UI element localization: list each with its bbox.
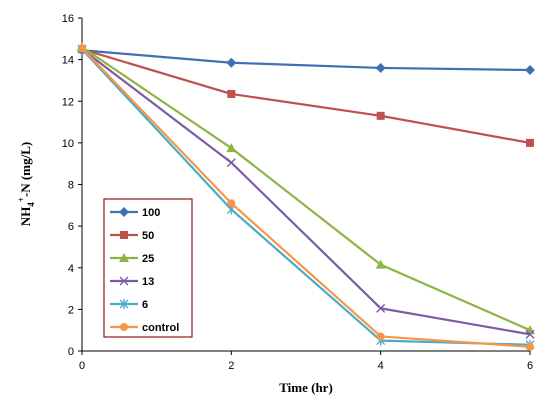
series-line: [81, 47, 531, 348]
legend-marker: [119, 299, 129, 309]
legend-item: 6: [110, 299, 148, 311]
data-point: [376, 111, 385, 120]
y-axis-ticks: 0 2 4 6 8 10 12 14 16: [62, 13, 82, 358]
legend-label: 25: [142, 253, 154, 265]
legend-item: 50: [110, 230, 154, 242]
series-100: [77, 45, 535, 76]
data-point: [525, 65, 535, 76]
y-tick-label: 8: [68, 180, 74, 192]
y-tick-label: 16: [62, 13, 74, 25]
y-axis-title-sub: 4: [26, 202, 36, 207]
data-point: [376, 303, 386, 313]
data-point: [227, 199, 236, 208]
series-line: [81, 46, 531, 332]
legend-item: 25: [110, 253, 154, 265]
legend-marker: [119, 253, 129, 262]
x-tick-label: 2: [228, 360, 234, 372]
x-tick-label: 0: [79, 360, 85, 372]
data-point: [78, 44, 86, 53]
legend-marker: [119, 276, 129, 286]
y-tick-label: 0: [68, 346, 74, 358]
y-tick-label: 4: [68, 263, 74, 275]
series-line: [81, 49, 531, 72]
y-tick-label: 12: [62, 96, 74, 108]
legend-label: 50: [142, 230, 154, 242]
legend-marker: [120, 231, 128, 239]
y-axis-title: NH4+-N (mg/L): [16, 142, 36, 226]
y-axis-title-sup: +: [16, 197, 26, 202]
legend: 100 50 25 13 6 control: [103, 198, 193, 338]
y-axis-title-rest: -N (mg/L): [18, 142, 33, 197]
data-point: [525, 329, 535, 339]
x-tick-label: 4: [378, 360, 384, 372]
legend-item: control: [110, 322, 179, 334]
data-point: [375, 62, 386, 73]
y-tick-label: 10: [62, 138, 74, 150]
legend-item: 100: [110, 207, 160, 219]
data-point: [227, 89, 236, 98]
y-tick-label: 14: [62, 55, 74, 67]
data-point: [526, 342, 534, 351]
y-axis-title-base: NH: [18, 207, 33, 227]
legend-label: 13: [142, 276, 154, 288]
legend-item: 13: [110, 276, 154, 288]
legend-label: control: [142, 322, 179, 334]
x-axis-title: Time (hr): [279, 380, 333, 395]
series-control: [78, 44, 534, 351]
data-point: [226, 143, 237, 153]
y-tick-label: 6: [68, 221, 74, 233]
x-axis-ticks: 0 2 4 6: [79, 351, 533, 372]
legend-label: 100: [142, 207, 160, 219]
y-tick-label: 2: [68, 304, 74, 316]
data-point: [226, 158, 236, 168]
series-50: [78, 45, 534, 147]
data-point: [376, 332, 385, 341]
legend-label: 6: [142, 299, 148, 311]
x-tick-label: 6: [527, 360, 533, 372]
series-line: [81, 48, 531, 144]
legend-box: [103, 198, 193, 338]
data-point: [226, 57, 237, 68]
series-line: [81, 48, 531, 336]
data-point: [526, 138, 534, 147]
legend-marker: [120, 323, 128, 331]
legend-marker: [119, 207, 129, 217]
series-layer: [77, 42, 535, 351]
data-point: [375, 259, 386, 269]
